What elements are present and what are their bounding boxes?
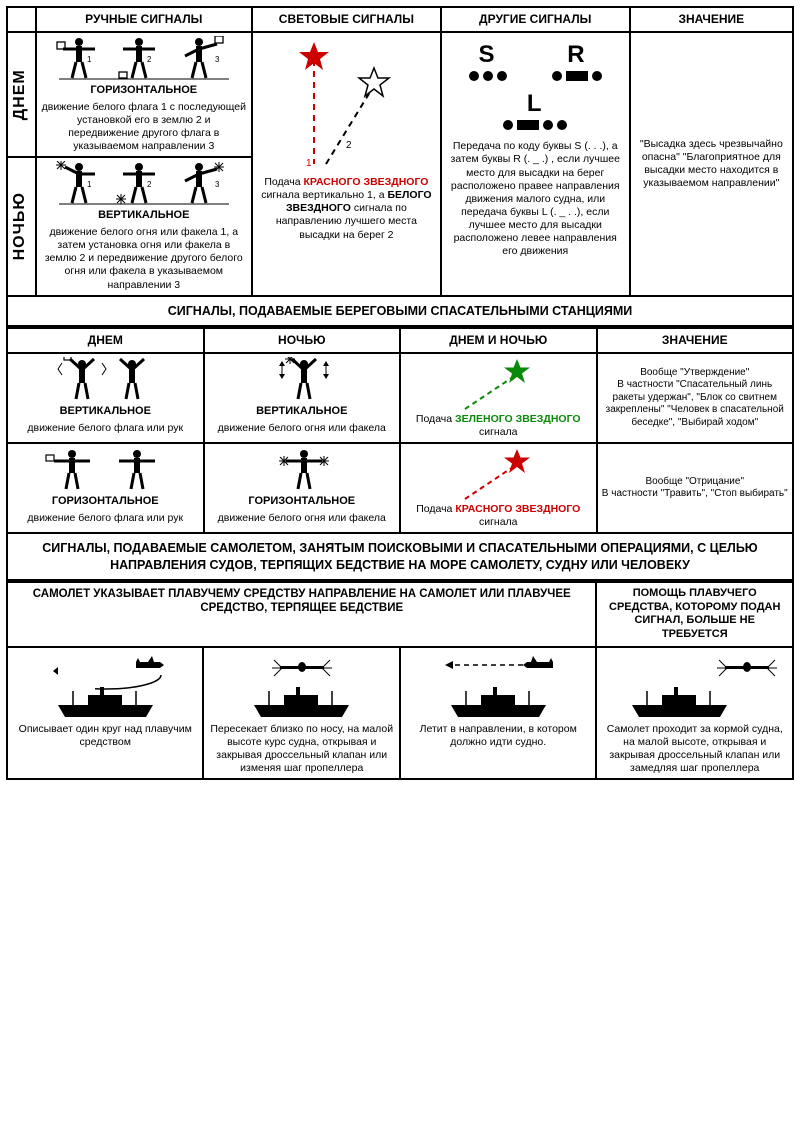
cell-day-hand: 1 2 3 ГОРИЗОНТАЛЬНОЕ движение белого фла… — [36, 32, 252, 157]
cap-day: ГОРИЗОНТАЛЬНОЕ — [41, 84, 247, 98]
t2-r2-both: Подача КРАСНОГО ЗВЕЗДНОГО сигнала — [400, 443, 597, 533]
t3-c1: Описывает один круг над плавучим средств… — [7, 647, 203, 780]
section2-title: СИГНАЛЫ, ПОДАВАЕМЫЕ САМОЛЕТОМ, ЗАНЯТЫМ П… — [6, 534, 794, 581]
table-aircraft: САМОЛЕТ УКАЗЫВАЕТ ПЛАВУЧЕМУ СРЕДСТВУ НАП… — [6, 581, 794, 781]
figures-night: 1 2 3 — [41, 161, 247, 207]
morse-s: S — [467, 40, 509, 83]
cap-night: ВЕРТИКАЛЬНОЕ — [41, 209, 247, 223]
desc-day: движение белого флага 1 с последующей ус… — [41, 101, 247, 154]
svg-text:1: 1 — [87, 55, 92, 64]
morse-r: R — [550, 40, 604, 83]
t2-r1-both: Подача ЗЕЛЕНОГО ЗВЕЗДНОГО сигнала — [400, 353, 597, 443]
figures-day: 1 2 3 — [41, 36, 247, 82]
t3-c3: Летит в направлении, в котором должно ид… — [400, 647, 597, 780]
t2-h3: ДНЕМ И НОЧЬЮ — [400, 328, 597, 353]
svg-text:1: 1 — [306, 158, 312, 169]
svg-text:3: 3 — [215, 55, 220, 64]
t2-r2-night: ГОРИЗОНТАЛЬНОЕ движение белого огня или … — [204, 443, 401, 533]
svg-text:2: 2 — [346, 140, 352, 151]
cell-other: S R L Передача по коду буквы S (. . .), … — [441, 32, 630, 296]
t3-head-left: САМОЛЕТ УКАЗЫВАЕТ ПЛАВУЧЕМУ СРЕДСТВУ НАП… — [7, 582, 596, 647]
table-shore-station: ДНЕМ НОЧЬЮ ДНЕМ И НОЧЬЮ ЗНАЧЕНИЕ ВЕРТИКА… — [6, 327, 794, 535]
t2-r2-day: ГОРИЗОНТАЛЬНОЕ движение белого флага или… — [7, 443, 204, 533]
t2-h1: ДНЕМ — [7, 328, 204, 353]
cell-light: 1 2 Подача КРАСНОГО ЗВЕЗДНОГО сигнала ве… — [252, 32, 441, 296]
blank-corner — [7, 7, 36, 32]
morse-l: L — [446, 89, 625, 132]
svg-text:3: 3 — [215, 180, 220, 189]
rowlabel-day: ДНЕМ — [7, 32, 36, 157]
svg-text:2: 2 — [147, 55, 152, 64]
t2-r1-night: ВЕРТИКАЛЬНОЕ движение белого огня или фа… — [204, 353, 401, 443]
th-col4: ЗНАЧЕНИЕ — [630, 7, 793, 32]
t3-c4: Самолет проходит за кормой судна, на мал… — [596, 647, 793, 780]
t2-r1-meaning: Вообще "Утверждение" В частности "Спасат… — [597, 353, 794, 443]
rowlabel-night: НОЧЬЮ — [7, 157, 36, 295]
light-desc: Подача КРАСНОГО ЗВЕЗДНОГО сигнала вертик… — [257, 176, 436, 242]
star-signals-icon: 1 2 — [266, 36, 426, 176]
t2-r2-meaning: Вообще "Отрицание" В частности "Травить"… — [597, 443, 794, 533]
cell-meaning: "Высадка здесь чрезвычайно опасна" "Благ… — [630, 32, 793, 296]
t2-h2: НОЧЬЮ — [204, 328, 401, 353]
t2-r1-day: ВЕРТИКАЛЬНОЕ движение белого флага или р… — [7, 353, 204, 443]
section1-title: СИГНАЛЫ, ПОДАВАЕМЫЕ БЕРЕГОВЫМИ СПАСАТЕЛЬ… — [6, 297, 794, 327]
svg-text:1: 1 — [87, 180, 92, 189]
th-col3: ДРУГИЕ СИГНАЛЫ — [441, 7, 630, 32]
t3-head-right: ПОМОЩЬ ПЛАВУЧЕГО СРЕДСТВА, КОТОРОМУ ПОДА… — [596, 582, 793, 647]
th-col1: РУЧНЫЕ СИГНАЛЫ — [36, 7, 252, 32]
th-col2: СВЕТОВЫЕ СИГНАЛЫ — [252, 7, 441, 32]
cell-night-hand: 1 2 3 ВЕРТИКАЛЬНОЕ движение белого огня … — [36, 157, 252, 295]
desc-night: движение белого огня или факела 1, а зат… — [41, 226, 247, 292]
t2-h4: ЗНАЧЕНИЕ — [597, 328, 794, 353]
other-desc: Передача по коду буквы S (. . .), а зате… — [446, 140, 625, 258]
table-hand-signals: РУЧНЫЕ СИГНАЛЫ СВЕТОВЫЕ СИГНАЛЫ ДРУГИЕ С… — [6, 6, 794, 297]
t3-c2: Пересекает близко по носу, на малой высо… — [203, 647, 399, 780]
svg-text:2: 2 — [147, 180, 152, 189]
